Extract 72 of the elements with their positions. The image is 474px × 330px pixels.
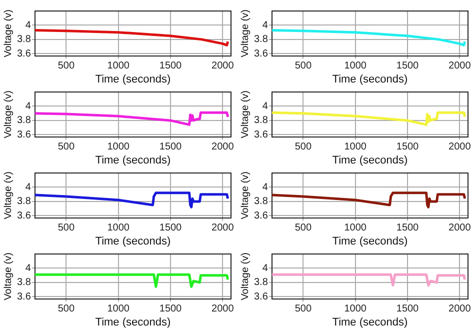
y-axis-title: Voltage (v) xyxy=(2,9,14,58)
x-tick-label: 1000 xyxy=(344,142,367,153)
y-axis-title: Voltage (v) xyxy=(240,90,251,138)
x-tick-label: 1500 xyxy=(396,60,420,72)
y-tick-label: 3.8 xyxy=(254,34,268,46)
y-tick-label: 4 xyxy=(262,182,268,193)
x-axis-title: Time (seconds) xyxy=(332,73,408,86)
y-tick-label: 3.6 xyxy=(254,129,268,140)
x-tick-label: 1500 xyxy=(159,222,182,234)
x-axis-title: Time (seconds) xyxy=(95,154,171,166)
y-tick-label: 3.8 xyxy=(254,196,268,208)
y-axis-title: Voltage (v) xyxy=(240,9,251,58)
y-axis-title: Voltage (v) xyxy=(2,252,14,300)
x-tick-label: 1000 xyxy=(344,304,367,315)
x-tick-label: 2000 xyxy=(448,142,472,153)
y-tick-label: 3.6 xyxy=(16,48,32,60)
y-tick-label: 3.6 xyxy=(16,129,32,140)
y-tick-label: 4 xyxy=(262,100,268,112)
x-tick-label: 1000 xyxy=(107,142,130,153)
x-tick-label: 2000 xyxy=(212,304,234,315)
y-tick-label: 3.8 xyxy=(254,115,268,126)
y-tick-label: 4 xyxy=(262,262,268,274)
x-tick-label: 2000 xyxy=(448,304,472,315)
y-tick-label: 4 xyxy=(25,182,32,193)
y-tick-label: 3.8 xyxy=(16,115,32,126)
x-tick-label: 1500 xyxy=(396,142,420,153)
x-axis-title: Time (seconds) xyxy=(95,316,171,328)
x-tick-label: 1500 xyxy=(159,60,182,72)
y-tick-label: 3.6 xyxy=(16,291,32,302)
y-tick-label: 3.6 xyxy=(254,210,268,222)
y-tick-label: 4 xyxy=(25,262,32,274)
y-tick-label: 3.8 xyxy=(16,196,32,208)
x-tick-label: 1000 xyxy=(344,60,367,72)
y-tick-label: 4 xyxy=(262,20,268,31)
x-tick-label: 1000 xyxy=(107,304,130,315)
x-axis-title: Time (seconds) xyxy=(95,73,171,86)
x-tick-label: 1500 xyxy=(159,304,182,315)
y-axis-title: Voltage (v) xyxy=(2,90,14,138)
x-tick-label: 2000 xyxy=(212,222,234,234)
y-axis-title: Voltage (v) xyxy=(240,252,251,300)
x-tick-label: 2000 xyxy=(212,60,234,72)
y-tick-label: 3.8 xyxy=(254,277,268,288)
x-tick-label: 1000 xyxy=(344,222,367,234)
y-axis-title: Voltage (v) xyxy=(2,171,14,220)
x-tick-label: 1500 xyxy=(396,304,420,315)
x-axis-title: Time (seconds) xyxy=(332,154,408,166)
y-tick-label: 4 xyxy=(25,100,32,112)
x-tick-label: 500 xyxy=(294,60,312,72)
y-tick-label: 3.6 xyxy=(254,291,268,302)
x-tick-label: 2000 xyxy=(448,222,472,234)
x-tick-label: 1000 xyxy=(107,222,130,234)
x-tick-label: 500 xyxy=(58,142,75,153)
x-axis-title: Time (seconds) xyxy=(332,316,408,328)
x-tick-label: 500 xyxy=(294,222,312,234)
x-tick-label: 500 xyxy=(294,304,312,315)
y-axis-title: Voltage (v) xyxy=(240,171,251,220)
x-axis-title: Time (seconds) xyxy=(95,235,171,248)
y-tick-label: 3.8 xyxy=(16,277,32,288)
x-axis-title: Time (seconds) xyxy=(332,235,408,248)
x-tick-label: 2000 xyxy=(448,60,472,72)
x-tick-label: 500 xyxy=(58,222,75,234)
x-tick-label: 2000 xyxy=(212,142,234,153)
y-tick-label: 3.8 xyxy=(16,34,32,46)
x-tick-label: 500 xyxy=(58,60,75,72)
y-tick-label: 4 xyxy=(25,20,32,31)
x-tick-label: 1500 xyxy=(396,222,420,234)
x-tick-label: 500 xyxy=(294,142,312,153)
x-tick-label: 500 xyxy=(58,304,75,315)
x-tick-label: 1000 xyxy=(107,60,130,72)
y-tick-label: 3.6 xyxy=(254,48,268,60)
y-tick-label: 3.6 xyxy=(16,210,32,222)
x-tick-label: 1500 xyxy=(159,142,182,153)
